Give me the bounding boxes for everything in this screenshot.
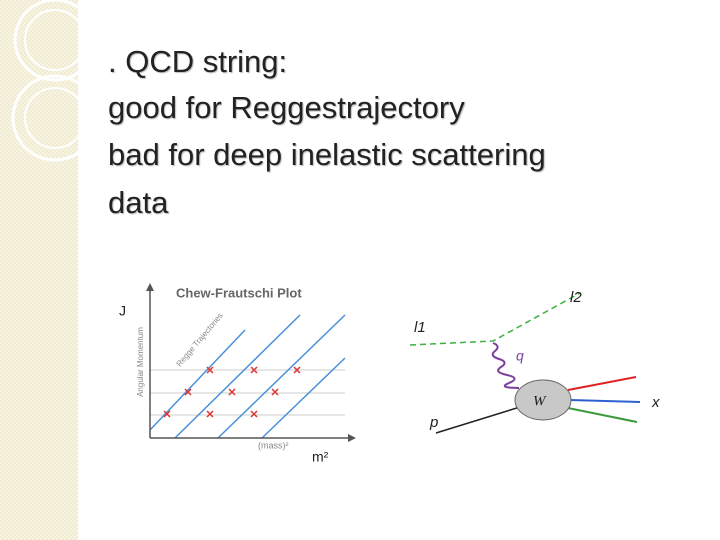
regge-plot: Chew-Frautschi Plot J Angular Momentum (… <box>119 283 356 465</box>
y-axis-label: Angular Momentum <box>136 327 145 397</box>
decor-circle <box>24 87 86 149</box>
arrow <box>348 434 356 442</box>
plot-title: Chew-Frautschi Plot <box>176 285 302 300</box>
photon-line <box>491 342 520 389</box>
p-label: p <box>429 414 438 431</box>
jet-line <box>569 399 641 403</box>
trajectory <box>261 357 346 439</box>
x-axis-label: (mass)² <box>258 440 289 450</box>
x-label: x <box>651 394 660 411</box>
arrow <box>146 283 154 291</box>
resonance-marks <box>163 366 301 418</box>
x-label: m² <box>312 449 329 465</box>
decor-circle <box>11 74 99 162</box>
text-line: . QCD string: <box>108 44 288 79</box>
proton-line <box>435 406 521 434</box>
lepton-line <box>409 292 581 346</box>
blob <box>514 379 572 421</box>
l2-label: l2 <box>570 289 582 306</box>
trajectory <box>174 314 301 439</box>
jet-line <box>567 407 638 423</box>
trajectory <box>217 314 346 439</box>
jet-line <box>567 376 637 391</box>
text-line: good for Reggestrajectory <box>108 90 465 125</box>
y-label: J <box>119 303 126 319</box>
q-label: q <box>516 348 524 364</box>
decor-circle <box>13 0 97 82</box>
resonances <box>163 366 301 418</box>
text-line: bad for deep inelastic scattering <box>108 137 546 172</box>
decor-circle <box>24 9 86 71</box>
text-line: data <box>108 185 169 220</box>
l1-label: l1 <box>414 319 426 336</box>
w-label: W <box>533 393 547 409</box>
dis-diagram: l2 l1 q p W x <box>409 289 660 434</box>
